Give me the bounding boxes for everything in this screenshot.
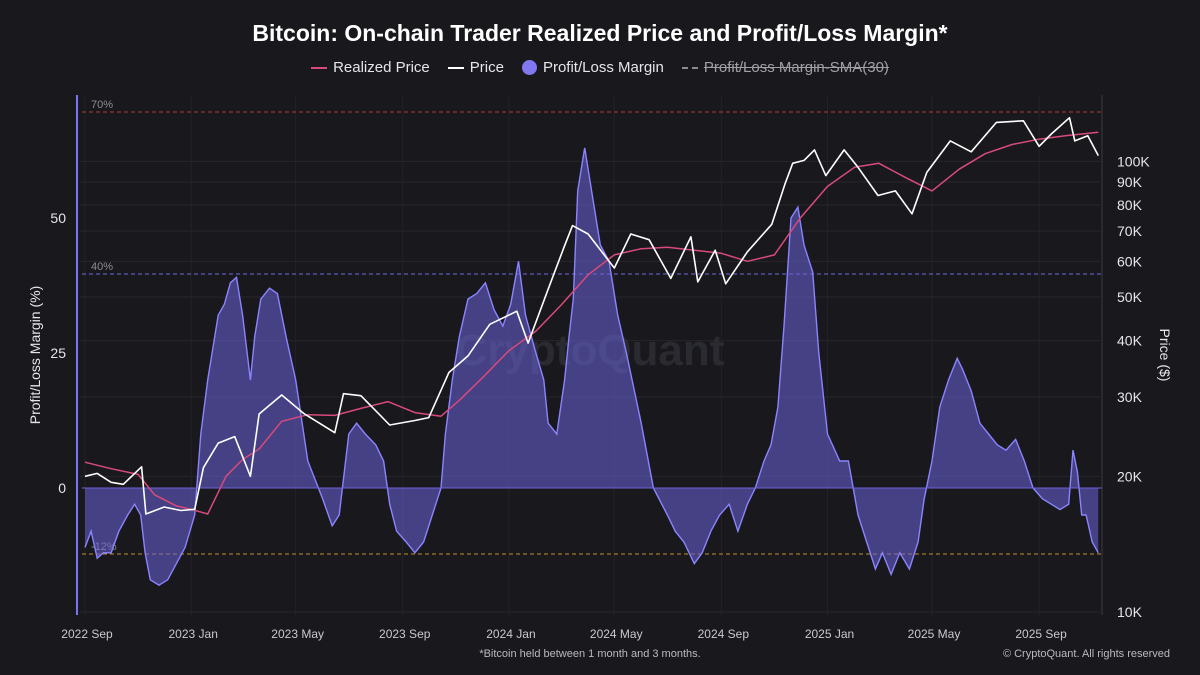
legend-swatch-profit-loss-margin-sma <box>681 66 698 69</box>
realized-price-line <box>84 131 1099 515</box>
legend-swatch-price <box>447 66 464 69</box>
chart-legend: Realized Price Price Profit/Loss Margin … <box>0 59 1200 76</box>
y-right-tick-label: 50K <box>1117 289 1143 305</box>
legend-item-profit-loss-margin[interactable]: Profit/Loss Margin <box>521 59 664 76</box>
legend-item-profit-loss-margin-sma[interactable]: Profit/Loss Margin-SMA(30) <box>681 59 889 76</box>
reference-line-label: 70% <box>91 99 113 111</box>
legend-label-profit-loss-margin-sma: Profit/Loss Margin-SMA(30) <box>703 59 889 76</box>
x-tick-label: 2024 Jan <box>486 627 535 641</box>
y-right-tick-label: 40K <box>1117 333 1143 349</box>
legend-item-realized-price[interactable]: Realized Price <box>311 59 430 76</box>
y-left-tick-label: 0 <box>58 480 66 496</box>
legend-item-price[interactable]: Price <box>447 59 504 76</box>
legend-label-price: Price <box>469 59 504 76</box>
y-right-tick-label: 80K <box>1117 197 1143 213</box>
y-right-tick-label: 70K <box>1117 223 1143 239</box>
chart-title: Bitcoin: On-chain Trader Realized Price … <box>252 20 948 46</box>
copyright: © CryptoQuant. All rights reserved <box>1002 648 1170 660</box>
x-tick-label: 2024 Sep <box>698 627 750 641</box>
x-tick-label: 2023 Jan <box>169 627 218 641</box>
x-tick-label: 2025 Sep <box>1015 627 1067 641</box>
y-right-tick-label: 90K <box>1117 174 1143 190</box>
x-tick-label: 2025 May <box>908 627 961 641</box>
y-right-tick-label: 100K <box>1117 153 1150 169</box>
y-left-tick-label: 25 <box>50 345 66 361</box>
price-line <box>84 116 1100 515</box>
legend-swatch-realized-price <box>311 66 328 69</box>
legend-label-realized-price: Realized Price <box>333 59 430 76</box>
legend-swatch-profit-loss-margin <box>521 60 537 75</box>
y-right-tick-label: 20K <box>1117 468 1143 484</box>
x-tick-label: 2024 May <box>590 627 643 641</box>
y-left-axis-title: Profit/Loss Margin (%) <box>27 286 43 424</box>
x-tick-label: 2023 Sep <box>379 627 431 641</box>
profit-loss-margin-area <box>85 147 1099 586</box>
x-tick-label: 2025 Jan <box>805 627 854 641</box>
y-right-tick-label: 30K <box>1117 389 1143 405</box>
profit-loss-margin-line <box>84 147 1099 587</box>
legend-label-profit-loss-margin: Profit/Loss Margin <box>542 59 664 76</box>
y-left-tick-label: 50 <box>50 210 66 226</box>
footnote: *Bitcoin held between 1 month and 3 mont… <box>479 648 701 660</box>
y-right-tick-label: 10K <box>1117 604 1143 620</box>
y-right-tick-label: 60K <box>1117 253 1143 269</box>
y-right-axis-title: Price ($) <box>1157 329 1173 382</box>
x-tick-label: 2023 May <box>271 627 324 641</box>
x-tick-label: 2022 Sep <box>61 627 113 641</box>
reference-line-label: 40% <box>91 261 113 273</box>
